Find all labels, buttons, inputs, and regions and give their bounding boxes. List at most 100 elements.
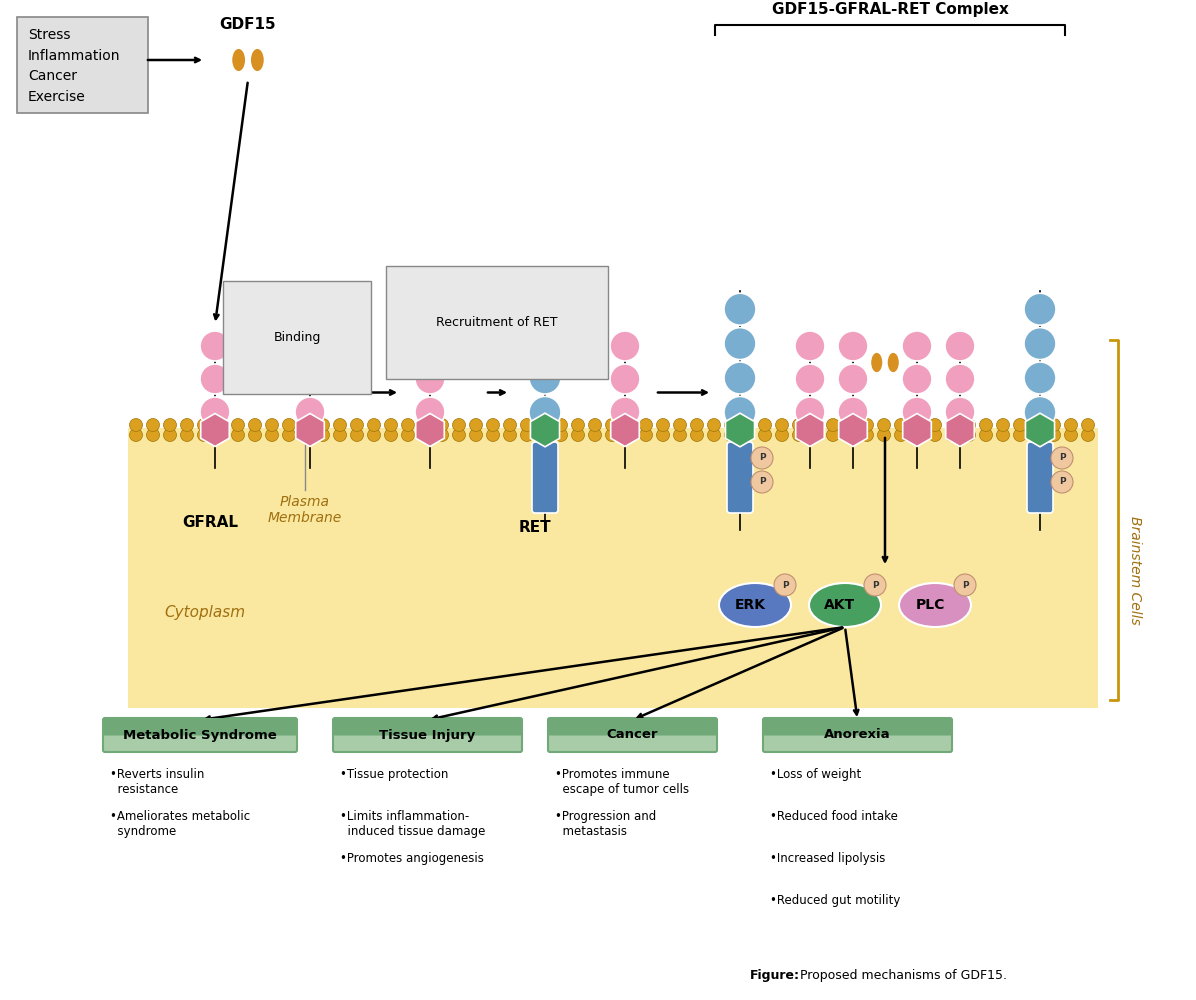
Ellipse shape [719, 583, 791, 627]
Circle shape [1051, 447, 1073, 469]
Circle shape [657, 428, 670, 442]
Circle shape [895, 428, 908, 442]
Circle shape [529, 396, 561, 428]
Text: ERK: ERK [734, 598, 765, 612]
Circle shape [415, 364, 445, 394]
Circle shape [181, 418, 194, 432]
Circle shape [1051, 471, 1073, 493]
Text: Recruitment of RET: Recruitment of RET [437, 316, 557, 329]
Circle shape [860, 428, 873, 442]
Circle shape [1064, 428, 1078, 442]
Text: •Reduced food intake: •Reduced food intake [770, 810, 898, 823]
Circle shape [282, 418, 295, 432]
Text: Binding: Binding [274, 331, 321, 344]
Circle shape [232, 428, 244, 442]
Circle shape [610, 397, 640, 427]
Circle shape [415, 331, 445, 361]
Polygon shape [726, 413, 755, 447]
Circle shape [402, 418, 415, 432]
Ellipse shape [464, 353, 476, 372]
Circle shape [317, 428, 330, 442]
Text: Brainstem Cells: Brainstem Cells [1128, 516, 1142, 624]
Circle shape [334, 428, 347, 442]
Polygon shape [795, 414, 824, 446]
Circle shape [795, 331, 825, 361]
Circle shape [1064, 418, 1078, 432]
Circle shape [266, 418, 279, 432]
Text: Figure:: Figure: [750, 968, 800, 982]
Circle shape [826, 428, 840, 442]
FancyBboxPatch shape [103, 718, 297, 752]
Text: Cytoplasm: Cytoplasm [164, 605, 245, 620]
Ellipse shape [899, 583, 971, 627]
Ellipse shape [448, 353, 460, 372]
Circle shape [795, 364, 825, 394]
Circle shape [487, 428, 500, 442]
Circle shape [487, 418, 500, 432]
Ellipse shape [349, 353, 361, 372]
Circle shape [911, 418, 925, 432]
Text: GFRAL: GFRAL [182, 515, 238, 530]
Circle shape [384, 428, 397, 442]
Circle shape [588, 418, 602, 432]
Circle shape [282, 428, 295, 442]
Circle shape [537, 418, 550, 432]
Circle shape [878, 428, 891, 442]
Circle shape [367, 428, 380, 442]
Circle shape [725, 418, 738, 432]
Text: Stress
Inflammation
Cancer
Exercise: Stress Inflammation Cancer Exercise [28, 28, 121, 104]
Circle shape [181, 428, 194, 442]
Circle shape [980, 428, 993, 442]
Circle shape [129, 418, 142, 432]
Circle shape [946, 418, 958, 432]
Circle shape [928, 428, 941, 442]
Text: Anorexia: Anorexia [824, 728, 891, 742]
Circle shape [640, 418, 653, 432]
Polygon shape [201, 414, 230, 446]
Circle shape [795, 397, 825, 427]
Polygon shape [295, 414, 324, 446]
Ellipse shape [808, 583, 881, 627]
Circle shape [758, 428, 771, 442]
Text: Tissue Injury: Tissue Injury [379, 728, 476, 742]
Text: Proposed mechanisms of GDF15.: Proposed mechanisms of GDF15. [800, 968, 1007, 982]
Circle shape [690, 428, 703, 442]
Circle shape [793, 428, 805, 442]
Text: GDF15: GDF15 [220, 17, 276, 32]
Circle shape [945, 397, 975, 427]
Circle shape [295, 397, 325, 427]
Text: P: P [1058, 478, 1066, 487]
FancyBboxPatch shape [532, 442, 559, 513]
Polygon shape [946, 414, 975, 446]
Circle shape [724, 328, 756, 360]
Circle shape [555, 428, 567, 442]
Ellipse shape [231, 48, 246, 72]
Circle shape [384, 418, 397, 432]
Circle shape [529, 362, 561, 394]
FancyBboxPatch shape [103, 718, 297, 736]
Circle shape [504, 428, 517, 442]
Ellipse shape [250, 48, 264, 72]
Circle shape [419, 418, 432, 432]
Circle shape [200, 331, 230, 361]
Circle shape [673, 418, 687, 432]
Circle shape [751, 447, 773, 469]
Text: •Promotes immune
  escape of tumor cells: •Promotes immune escape of tumor cells [555, 768, 689, 796]
Circle shape [164, 418, 177, 432]
Circle shape [197, 428, 210, 442]
Circle shape [452, 418, 465, 432]
Circle shape [367, 418, 380, 432]
Circle shape [902, 397, 932, 427]
Text: Cancer: Cancer [606, 728, 658, 742]
Circle shape [742, 418, 755, 432]
Text: P: P [758, 478, 765, 487]
Circle shape [249, 428, 262, 442]
Circle shape [555, 418, 567, 432]
Circle shape [708, 428, 720, 442]
Circle shape [164, 428, 177, 442]
Text: P: P [1058, 454, 1066, 462]
Circle shape [793, 418, 805, 432]
Circle shape [588, 428, 602, 442]
Circle shape [724, 396, 756, 428]
FancyBboxPatch shape [727, 442, 753, 513]
